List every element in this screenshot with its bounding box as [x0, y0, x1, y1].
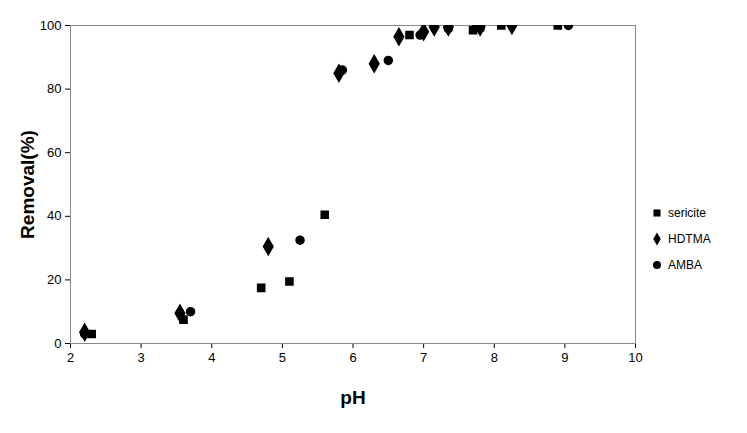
svg-text:3: 3: [138, 350, 145, 365]
svg-text:7: 7: [420, 350, 427, 365]
svg-text:2: 2: [67, 350, 74, 365]
svg-text:8: 8: [491, 350, 498, 365]
svg-text:5: 5: [279, 350, 286, 365]
svg-text:6: 6: [349, 350, 356, 365]
svg-text:0: 0: [54, 336, 61, 351]
svg-text:100: 100: [40, 18, 62, 33]
svg-text:4: 4: [208, 350, 215, 365]
html-text:HDTMA: HDTMA: [668, 232, 711, 246]
svg-text:Removal(%): Removal(%): [17, 130, 38, 239]
svg-text:80: 80: [47, 81, 61, 96]
svg-text:40: 40: [47, 208, 61, 223]
svg-text:20: 20: [47, 272, 61, 287]
html-text:AMBA: AMBA: [668, 258, 702, 272]
svg-text:pH: pH: [340, 387, 365, 408]
svg-text:10: 10: [628, 350, 642, 365]
svg-text:9: 9: [561, 350, 568, 365]
html-text:sericite: sericite: [668, 206, 706, 220]
svg-text:60: 60: [47, 145, 61, 160]
